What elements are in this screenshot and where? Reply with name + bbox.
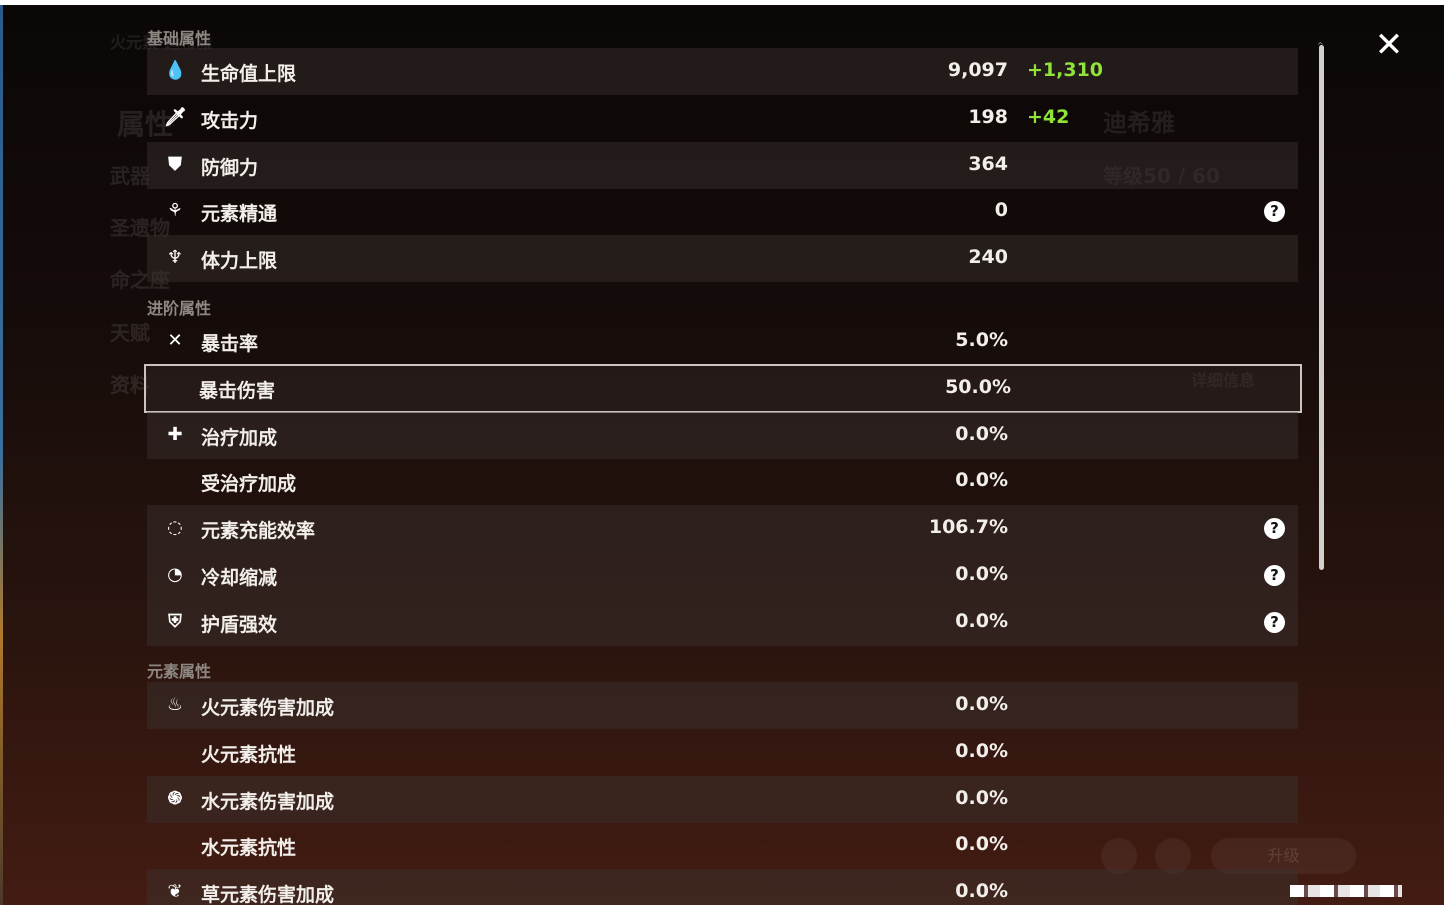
crit-rate-icon: ✕ (167, 330, 183, 351)
stat-row[interactable]: ⛨ 护盾强效 0.0%? (147, 598, 1298, 646)
outfit-button[interactable] (1155, 838, 1191, 874)
stat-value: 0 (994, 199, 1008, 222)
stat-row[interactable]: 水元素抗性 0.0% (147, 822, 1298, 869)
card-button[interactable] (1101, 838, 1137, 874)
stat-label: 暴击伤害 (199, 379, 276, 402)
stat-row[interactable]: 💧 生命值上限 9,097 +1,310 (147, 48, 1298, 95)
stat-row[interactable]: ⚘ 元素精通 0? (147, 188, 1298, 235)
stat-value: 0.0% (955, 469, 1008, 492)
help-icon[interactable]: ? (1264, 201, 1285, 223)
menu-item-weapon[interactable]: 武器 (110, 164, 150, 188)
stat-value: 0.0% (955, 786, 1008, 809)
stat-value: 0.0% (955, 563, 1008, 585)
desktop-edge (0, 5, 3, 905)
stat-value: 9,097 (947, 59, 1008, 81)
stat-value: 0.0% (955, 693, 1008, 715)
shield-icon: ⛊ (168, 153, 182, 175)
upgrade-button[interactable]: 升级 (1211, 838, 1356, 874)
stamina-icon: ♆ (166, 247, 184, 269)
character-name: 迪希雅 (1103, 109, 1175, 137)
watermark (1290, 885, 1402, 897)
pyro-icon: ♨ (166, 694, 184, 715)
stat-label: 受治疗加成 (201, 473, 297, 496)
stat-label: 治疗加成 (201, 426, 278, 449)
menu-item-talents[interactable]: 天赋 (110, 321, 150, 345)
stat-value: 0.0% (955, 739, 1008, 762)
stat-row[interactable]: ◔ 冷却缩减 0.0%? (147, 552, 1298, 599)
stat-label: 护盾强效 (201, 613, 278, 636)
section-header: 进阶属性 (147, 299, 212, 318)
stat-row[interactable]: ❦ 草元素伤害加成 0.0% (147, 869, 1298, 905)
cooldown-icon: ◔ (167, 564, 183, 585)
menu-item-constellation[interactable]: 命之座 (110, 268, 170, 292)
element-title: 火元素·迪希雅 (110, 33, 213, 52)
stat-row[interactable]: ֍ 水元素伤害加成 0.0% (147, 775, 1298, 823)
stat-label: 暴击率 (201, 333, 259, 355)
stat-label: 火元素抗性 (201, 743, 297, 766)
stat-value: 0.0% (955, 422, 1008, 445)
help-icon[interactable]: ? (1264, 518, 1285, 540)
menu-item-artifacts[interactable]: 圣遗物 (110, 216, 170, 240)
stat-row[interactable]: ✚ 治疗加成 0.0% (147, 411, 1298, 459)
stat-value: 0.0% (955, 609, 1008, 632)
close-button[interactable]: ✕ (1374, 25, 1404, 65)
stat-label: 元素精通 (201, 203, 278, 226)
stat-label: 攻击力 (201, 109, 259, 132)
help-icon[interactable]: ? (1264, 565, 1285, 586)
stat-value: 364 (968, 152, 1008, 175)
sword-icon: 🗡 (164, 106, 187, 128)
stat-row[interactable]: 火元素抗性 0.0% (147, 729, 1298, 776)
elemental-mastery-icon: ⚘ (166, 200, 184, 222)
section-header: 元素属性 (147, 662, 212, 681)
stat-label: 水元素伤害加成 (201, 790, 335, 813)
stat-value: 198 (968, 105, 1008, 128)
stat-row[interactable]: 受治疗加成 0.0% (147, 458, 1298, 505)
stat-row[interactable]: ♆ 体力上限 240 (147, 235, 1298, 283)
stat-row[interactable]: ◌ 元素充能效率 106.7%? (147, 505, 1298, 553)
stat-label: 生命值上限 (201, 63, 297, 85)
dendro-icon: ❦ (167, 881, 183, 903)
menu-item-attributes[interactable]: 属性 (117, 108, 174, 141)
section-header: 基础属性 (147, 29, 212, 48)
hp-drop-icon: 💧 (164, 60, 187, 81)
stat-row[interactable]: ⛊ 防御力 364 (147, 141, 1298, 189)
details-button[interactable]: 详细信息 (1191, 371, 1256, 390)
stat-row[interactable]: ♨ 火元素伤害加成 0.0% (147, 682, 1298, 729)
stat-row[interactable]: 暴击伤害 50.0% (144, 363, 1302, 413)
stat-value: 240 (968, 246, 1008, 269)
stat-value: 0.0% (955, 833, 1008, 856)
stat-label: 防御力 (201, 156, 259, 179)
stat-row[interactable]: ✕ 暴击率 5.0% (147, 318, 1298, 365)
stat-label: 火元素伤害加成 (201, 697, 335, 719)
energy-recharge-icon: ◌ (167, 517, 183, 539)
help-icon[interactable]: ? (1264, 611, 1285, 633)
stat-label: 体力上限 (201, 250, 278, 273)
stat-label: 冷却缩减 (201, 567, 278, 589)
stat-row[interactable]: 🗡 攻击力 198 +42 (147, 95, 1298, 142)
stat-value: 50.0% (945, 375, 1011, 398)
stat-value: 5.0% (955, 329, 1008, 351)
stat-bonus: +42 (1027, 105, 1070, 128)
stat-bonus: +1,310 (1027, 59, 1104, 81)
menu-item-profile[interactable]: 资料 (110, 373, 150, 397)
shield-strength-icon: ⛨ (168, 610, 182, 632)
healing-cross-icon: ✚ (167, 423, 183, 445)
scrollbar[interactable] (1319, 45, 1324, 570)
character-level: 等级50 / 60 (1103, 164, 1220, 188)
stat-label: 水元素抗性 (201, 837, 297, 860)
character-stats-screen: 火元素·迪希雅 属性 武器 圣遗物 命之座 天赋 资料 迪希雅 等级50 / 6… (3, 5, 1444, 905)
stat-label: 草元素伤害加成 (201, 884, 335, 905)
stat-value: 106.7% (928, 516, 1008, 539)
stat-value: 0.0% (955, 880, 1008, 903)
hydro-icon: ֍ (167, 787, 183, 809)
stat-label: 元素充能效率 (201, 520, 316, 543)
